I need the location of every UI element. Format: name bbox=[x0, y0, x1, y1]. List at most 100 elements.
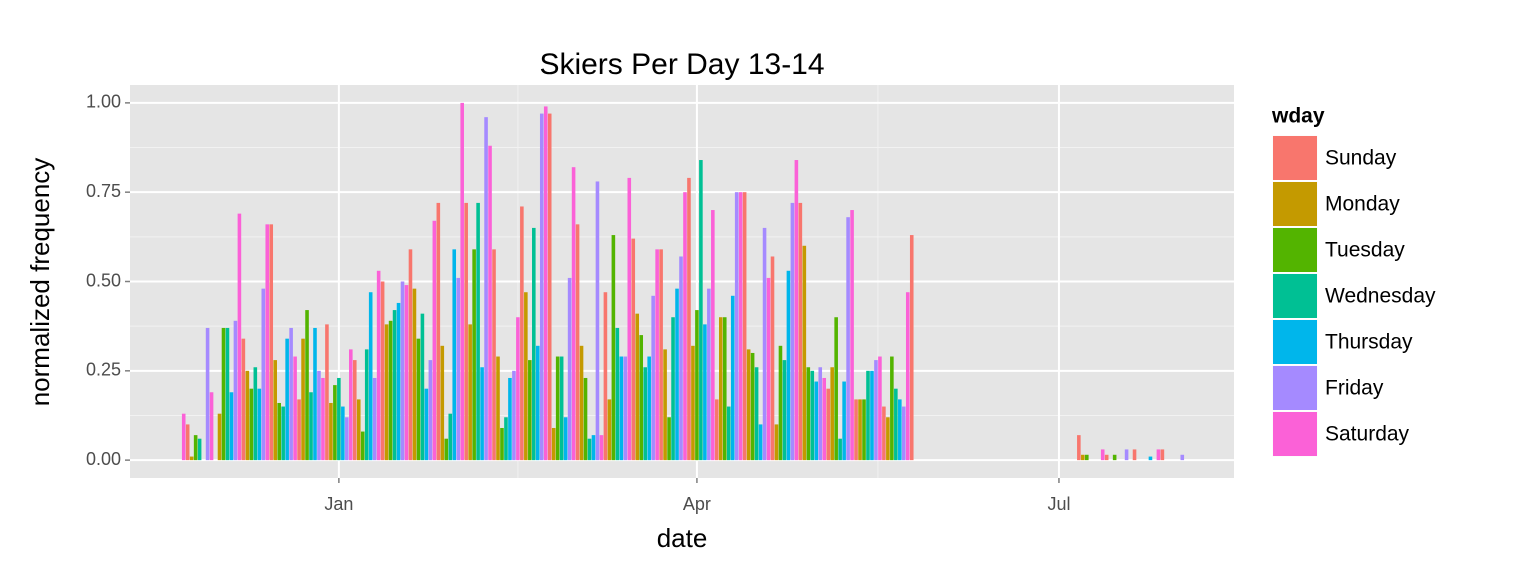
bar bbox=[691, 345, 695, 461]
bar bbox=[189, 456, 194, 461]
bar bbox=[870, 370, 874, 461]
bar bbox=[905, 292, 910, 461]
bar bbox=[798, 202, 803, 461]
bar bbox=[508, 377, 512, 461]
bar bbox=[842, 381, 846, 461]
bar bbox=[567, 277, 572, 461]
bar bbox=[265, 224, 270, 461]
bar bbox=[810, 370, 815, 461]
bar bbox=[500, 427, 504, 461]
bar bbox=[281, 406, 285, 461]
bar bbox=[802, 245, 807, 461]
bar bbox=[1124, 449, 1129, 461]
bar bbox=[679, 256, 683, 461]
bar bbox=[834, 317, 838, 461]
bar bbox=[376, 270, 381, 461]
bar bbox=[273, 360, 278, 461]
bar bbox=[730, 295, 735, 461]
bar bbox=[894, 388, 898, 461]
bar bbox=[436, 202, 441, 461]
bar bbox=[349, 349, 353, 461]
bar bbox=[754, 367, 759, 461]
bar bbox=[547, 113, 552, 461]
bar bbox=[603, 292, 608, 461]
bar bbox=[635, 313, 640, 461]
bar bbox=[766, 277, 771, 461]
y-tick-label: 0.50 bbox=[86, 270, 121, 290]
bar bbox=[659, 249, 663, 461]
bar bbox=[1112, 454, 1117, 461]
bar bbox=[707, 288, 711, 461]
bar bbox=[269, 224, 274, 461]
bar bbox=[1077, 435, 1081, 461]
legend-label: Thursday bbox=[1325, 331, 1413, 354]
legend-swatch bbox=[1273, 182, 1317, 226]
bar bbox=[193, 435, 198, 461]
bar bbox=[1132, 449, 1137, 461]
bar bbox=[555, 356, 560, 461]
bar bbox=[862, 399, 866, 461]
bar bbox=[1085, 454, 1089, 461]
bar bbox=[388, 320, 393, 461]
bar bbox=[345, 417, 349, 461]
bar bbox=[404, 285, 409, 461]
bar bbox=[886, 417, 890, 461]
bar bbox=[750, 352, 755, 461]
bar bbox=[619, 356, 624, 461]
bar bbox=[261, 288, 266, 461]
bar bbox=[778, 345, 783, 461]
bar bbox=[241, 338, 246, 461]
bar bbox=[197, 438, 202, 461]
bar bbox=[408, 249, 413, 461]
bar bbox=[464, 202, 468, 461]
legend-title: wday bbox=[1271, 105, 1325, 128]
bar bbox=[341, 406, 345, 461]
bar bbox=[452, 249, 457, 461]
bar bbox=[329, 402, 333, 461]
y-tick-label: 0.25 bbox=[86, 360, 121, 380]
bar bbox=[516, 317, 520, 461]
bar bbox=[854, 399, 858, 461]
bar bbox=[456, 277, 461, 461]
legend-swatch bbox=[1273, 274, 1317, 318]
bar bbox=[902, 406, 906, 461]
bar bbox=[607, 399, 612, 461]
bar bbox=[325, 324, 329, 461]
legend-swatch bbox=[1273, 366, 1317, 410]
bar bbox=[1100, 449, 1105, 461]
bar bbox=[703, 324, 707, 461]
bar bbox=[770, 256, 775, 461]
bar bbox=[718, 317, 723, 461]
x-axis-label: date bbox=[657, 523, 708, 553]
bar bbox=[850, 210, 854, 461]
bar bbox=[424, 388, 429, 461]
bar bbox=[663, 349, 667, 461]
bar bbox=[794, 160, 799, 461]
bar bbox=[524, 292, 528, 461]
bar bbox=[245, 370, 250, 461]
bar bbox=[277, 402, 281, 461]
bar bbox=[822, 377, 827, 461]
bar bbox=[687, 177, 691, 461]
bar bbox=[484, 117, 488, 461]
bar bbox=[858, 399, 862, 461]
bar bbox=[611, 235, 616, 461]
y-tick-label: 0.75 bbox=[86, 181, 121, 201]
bar bbox=[790, 202, 795, 461]
bar bbox=[806, 367, 811, 461]
bar bbox=[591, 435, 596, 461]
bar bbox=[400, 281, 405, 461]
bar bbox=[762, 227, 767, 461]
bar bbox=[360, 431, 365, 461]
bar bbox=[874, 360, 878, 461]
bar bbox=[392, 310, 397, 461]
x-tick-label: Jan bbox=[324, 494, 353, 514]
bar bbox=[185, 424, 190, 461]
bar bbox=[647, 356, 651, 461]
bar bbox=[866, 370, 870, 461]
bar bbox=[440, 345, 445, 461]
bar bbox=[587, 438, 592, 461]
bar bbox=[909, 235, 914, 461]
bar bbox=[643, 367, 647, 461]
